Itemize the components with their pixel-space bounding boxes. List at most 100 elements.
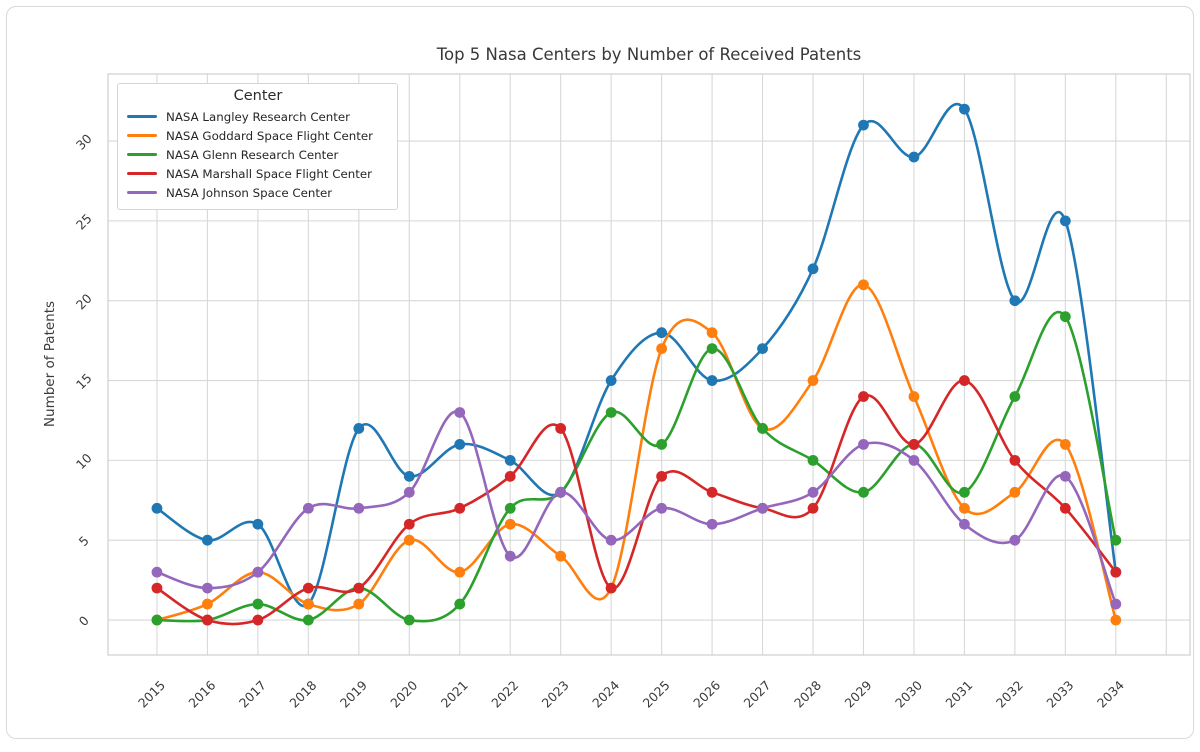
plot-border [107,73,1191,656]
data-point [202,534,213,546]
data-point [353,502,365,514]
legend: Center NASA Langley Research Center NASA … [117,83,398,210]
figure-card: 0 5 10 15 20 25 30 2015 2016 2017 2018 2019 2020 2021… [6,6,1194,739]
y-tick-label: 5 [76,533,92,549]
legend-label: NASA Glenn Research Center [166,147,339,162]
legend-label: NASA Langley Research Center [166,109,351,124]
data-point [1009,486,1021,498]
data-point [605,407,617,418]
data-point [1009,295,1021,307]
x-tick-label: 2021 [438,678,471,711]
legend-line-swatch [127,134,157,137]
legend-item: NASA Glenn Research Center [127,145,389,164]
x-tick-label: 2017 [236,678,269,711]
data-point [151,566,163,578]
data-point [252,614,264,626]
y-tick-label: 25 [73,211,95,233]
legend-label: NASA Goddard Space Flight Center [166,128,373,143]
series-layer [151,103,1122,626]
data-point [252,518,264,530]
y-tick-label: 15 [73,370,95,392]
legend-item: NASA Marshall Space Flight Center [127,164,389,183]
data-point [858,119,869,131]
x-tick-label: 2034 [1094,677,1127,710]
data-point [454,598,466,610]
series-line [155,283,1118,622]
series-nasa-marshall-space-flight-center [151,375,1122,626]
data-point [1009,454,1021,466]
data-point [1059,215,1071,227]
data-point [302,598,314,610]
x-tick-label: 2032 [993,678,1026,711]
data-point [504,518,516,530]
x-tick-label: 2016 [185,677,218,710]
data-point [757,423,768,434]
series-line [155,103,1118,608]
data-point [807,263,819,275]
data-point [959,103,970,115]
data-point [1059,470,1071,482]
data-point [1110,534,1122,546]
x-tick-label: 2019 [337,677,370,710]
data-point [353,423,365,434]
data-point [807,502,819,514]
x-tick-label: 2025 [640,678,673,711]
data-point [908,391,920,402]
data-point [403,486,415,498]
data-point [706,518,718,530]
x-tick-label: 2031 [942,678,975,711]
data-point [858,439,869,450]
data-point [757,502,768,514]
data-point [302,502,314,514]
series-nasa-goddard-space-flight-center [151,279,1122,626]
data-point [504,470,516,482]
data-point [605,375,617,386]
legend-line-swatch [127,115,157,118]
data-point [403,470,415,482]
data-point [656,502,668,514]
x-tick-label: 2024 [589,677,622,710]
data-point [1110,598,1122,610]
data-point [908,454,920,466]
data-point [555,486,567,498]
data-point [252,566,264,578]
data-point [555,550,567,562]
data-point [656,439,668,450]
data-point [504,454,516,466]
data-point [605,582,617,594]
data-point [1110,614,1122,626]
data-point [504,502,516,514]
data-point [202,614,213,626]
y-tick-label: 20 [73,291,95,313]
data-point [959,502,970,514]
x-tick-label: 2033 [1043,678,1076,711]
data-point [302,614,314,626]
legend-label: NASA Marshall Space Flight Center [166,166,372,181]
data-point [1009,391,1021,402]
data-point [302,582,314,594]
data-point [807,454,819,466]
data-point [757,343,768,355]
data-point [1059,439,1071,450]
data-point [454,407,466,418]
x-tick-label: 2018 [286,677,319,710]
y-tick-label: 0 [76,613,92,629]
data-point [202,598,213,610]
data-point [605,534,617,546]
data-point [252,598,264,610]
x-tick-label: 2030 [892,677,925,710]
data-point [454,502,466,514]
y-axis-label: Number of Patents [42,301,58,427]
data-point [504,550,516,562]
data-point [908,151,920,163]
x-tick-label: 2023 [539,678,572,711]
data-point [807,375,819,386]
data-point [706,375,718,386]
data-point [202,582,213,594]
legend-item: NASA Langley Research Center [127,107,389,126]
data-point [656,327,668,339]
y-tick-label: 10 [73,450,95,472]
data-point [555,423,567,434]
data-point [403,614,415,626]
data-point [1009,534,1021,546]
